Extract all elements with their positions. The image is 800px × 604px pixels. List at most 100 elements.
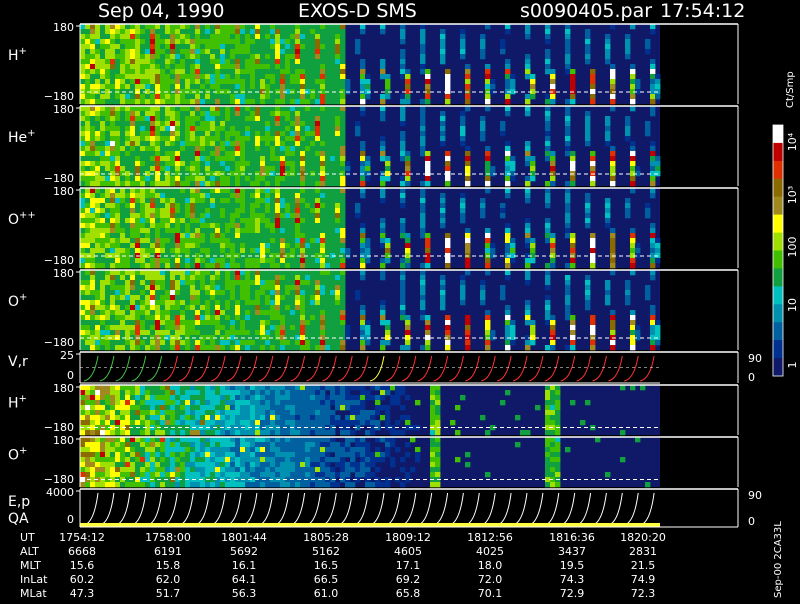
heatmap-cell bbox=[115, 29, 120, 34]
heatmap-cell bbox=[95, 218, 100, 223]
heatmap-cell bbox=[440, 54, 445, 59]
heatmap-cell bbox=[610, 181, 615, 186]
heatmap-cell bbox=[175, 49, 180, 54]
heatmap-cell bbox=[220, 285, 225, 290]
heatmap-cell bbox=[225, 79, 230, 84]
heatmap-cell bbox=[80, 176, 85, 181]
heatmap-cell bbox=[305, 290, 310, 295]
heatmap-cell bbox=[305, 198, 310, 203]
heatmap-cell bbox=[295, 24, 300, 29]
heatmap-cell bbox=[115, 141, 120, 146]
heatmap-cell bbox=[325, 84, 330, 89]
heatmap-cell bbox=[445, 233, 450, 238]
heatmap-cell bbox=[220, 39, 225, 44]
heatmap-cell bbox=[305, 340, 310, 345]
heatmap-cell bbox=[340, 59, 345, 64]
heatmap-cell bbox=[90, 410, 95, 415]
heatmap-cell bbox=[130, 94, 135, 99]
ytick-bottom-label: −180 bbox=[44, 172, 74, 185]
heatmap-cell bbox=[170, 258, 175, 263]
heatmap-cell bbox=[235, 34, 240, 39]
heatmap-cell bbox=[80, 340, 85, 345]
heatmap-cell bbox=[190, 248, 195, 253]
heatmap-cell bbox=[305, 59, 310, 64]
heatmap-cell bbox=[325, 49, 330, 54]
heatmap-cell bbox=[95, 275, 100, 280]
heatmap-cell bbox=[125, 345, 130, 350]
heatmap-cell bbox=[115, 74, 120, 79]
heatmap-cell bbox=[340, 136, 345, 141]
heatmap-cell bbox=[325, 213, 330, 218]
heatmap-cell bbox=[320, 305, 325, 310]
heatmap-cell bbox=[110, 243, 115, 248]
heatmap-cell bbox=[170, 111, 175, 116]
heatmap-cell bbox=[100, 136, 105, 141]
heatmap-cell bbox=[610, 233, 615, 238]
heatmap-cell bbox=[355, 121, 360, 126]
heatmap-cell bbox=[100, 59, 105, 64]
heatmap-cell bbox=[290, 198, 295, 203]
heatmap-cell bbox=[310, 121, 315, 126]
heatmap-cell bbox=[270, 188, 275, 193]
heatmap-cell bbox=[545, 233, 550, 238]
heatmap-cell bbox=[650, 258, 655, 263]
heatmap-cell bbox=[140, 395, 145, 400]
heatmap-cell bbox=[225, 263, 230, 268]
heatmap-cell bbox=[565, 310, 570, 315]
heatmap-cell bbox=[505, 258, 510, 263]
heatmap-cell bbox=[110, 94, 115, 99]
heatmap-cell bbox=[80, 263, 85, 268]
heatmap-cell bbox=[285, 243, 290, 248]
heatmap-cell bbox=[150, 285, 155, 290]
heatmap-cell bbox=[185, 325, 190, 330]
heatmap-cell bbox=[155, 415, 160, 420]
heatmap-cell bbox=[305, 275, 310, 280]
heatmap-cell bbox=[275, 430, 280, 435]
heatmap-cell bbox=[295, 59, 300, 64]
heatmap-cell bbox=[195, 136, 200, 141]
heatmap-cell bbox=[275, 74, 280, 79]
heatmap-cell bbox=[120, 193, 125, 198]
heatmap-cell bbox=[145, 146, 150, 151]
heatmap-cell bbox=[440, 305, 445, 310]
heatmap-cell bbox=[280, 193, 285, 198]
heatmap-cell bbox=[280, 161, 285, 166]
heatmap-cell bbox=[150, 320, 155, 325]
heatmap-cell bbox=[270, 161, 275, 166]
heatmap-cell bbox=[165, 126, 170, 131]
heatmap-cell bbox=[305, 390, 310, 395]
heatmap-cell bbox=[260, 131, 265, 136]
heatmap-cell bbox=[190, 410, 195, 415]
heatmap-cell bbox=[180, 280, 185, 285]
heatmap-cell bbox=[335, 181, 340, 186]
heatmap-cell bbox=[235, 166, 240, 171]
heatmap-cell bbox=[170, 325, 175, 330]
heatmap-cell bbox=[295, 131, 300, 136]
heatmap-cell bbox=[110, 111, 115, 116]
heatmap-cell bbox=[220, 79, 225, 84]
heatmap-cell bbox=[650, 161, 655, 166]
heatmap-cell bbox=[200, 213, 205, 218]
heatmap-cell bbox=[425, 330, 430, 335]
heatmap-cell bbox=[325, 405, 330, 410]
heatmap-cell bbox=[340, 131, 345, 136]
heatmap-cell bbox=[165, 410, 170, 415]
heatmap-cell bbox=[260, 181, 265, 186]
heatmap-cell bbox=[305, 44, 310, 49]
heatmap-cell bbox=[160, 59, 165, 64]
heatmap-cell bbox=[510, 243, 515, 248]
heatmap-cell bbox=[265, 390, 270, 395]
heatmap-cell bbox=[335, 193, 340, 198]
heatmap-cell bbox=[180, 415, 185, 420]
heatmap-cell bbox=[335, 218, 340, 223]
heatmap-cell bbox=[310, 385, 315, 390]
heatmap-cell bbox=[380, 111, 385, 116]
heatmap-cell bbox=[320, 233, 325, 238]
heatmap-cell bbox=[360, 176, 365, 181]
heatmap-cell bbox=[625, 290, 630, 295]
heatmap-cell bbox=[220, 141, 225, 146]
heatmap-cell bbox=[225, 203, 230, 208]
heatmap-cell bbox=[165, 99, 170, 104]
heatmap-cell bbox=[360, 258, 365, 263]
